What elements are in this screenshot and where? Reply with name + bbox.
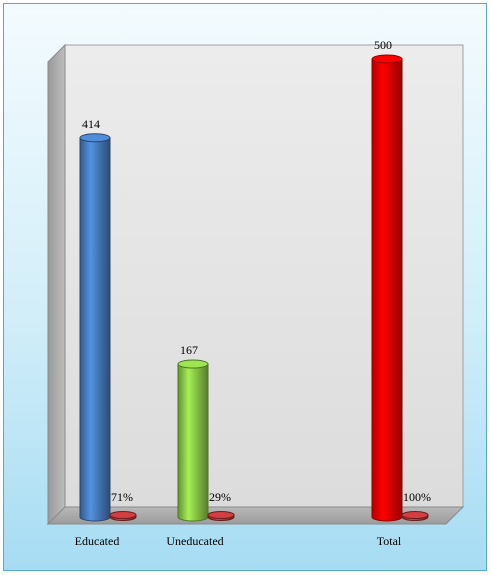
pct-label-uneducated: 29% (209, 490, 231, 504)
pct-marker-uneducated (207, 511, 235, 521)
data-label-uneducated: 167 (180, 343, 198, 357)
pct-marker-total (401, 511, 429, 521)
x-tick-uneducated: Uneducated (166, 534, 223, 548)
bar-total (371, 54, 403, 522)
floor (46, 506, 465, 525)
pct-marker-educated (109, 511, 137, 521)
back-wall (64, 44, 464, 508)
data-label-total: 500 (374, 38, 392, 52)
bar-educated (79, 133, 111, 522)
data-label-educated: 414 (82, 117, 100, 131)
pct-label-educated: 71% (111, 490, 133, 504)
x-tick-total: Total (377, 534, 402, 548)
pct-label-total: 100% (403, 490, 431, 504)
side-wall (47, 43, 66, 526)
x-tick-educated: Educated (75, 534, 120, 548)
bar-uneducated (177, 359, 209, 522)
